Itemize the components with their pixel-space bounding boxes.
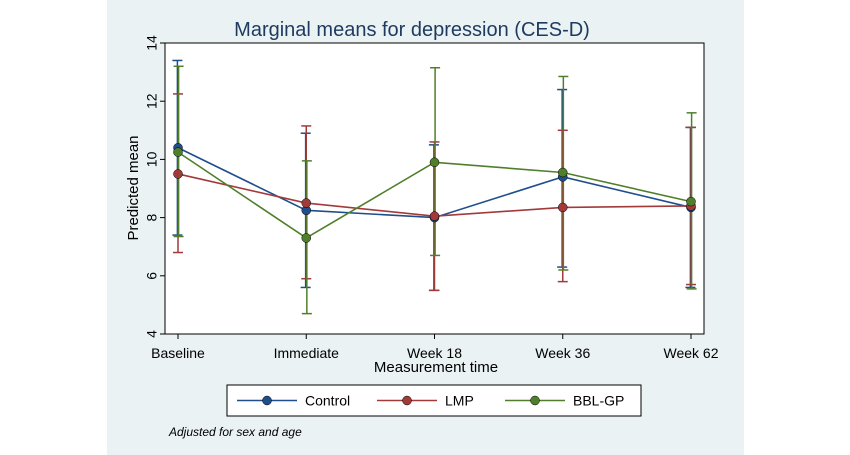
legend: Control LMP BBL-GP <box>226 384 642 417</box>
data-point <box>301 198 311 208</box>
chart-title: Marginal means for depression (CES-D) <box>234 19 590 41</box>
x-tick-label: Week 62 <box>664 345 719 361</box>
y-tick-label: 12 <box>143 93 159 109</box>
legend-marker <box>262 395 272 406</box>
legend-label: Control <box>305 393 350 409</box>
y-tick-label: 4 <box>143 330 159 338</box>
data-point <box>173 169 183 179</box>
y-tick-label: 6 <box>143 272 159 280</box>
chart-figure: Marginal means for depression (CES-D) 4 6… <box>107 0 744 455</box>
legend-label: LMP <box>445 393 474 409</box>
data-point <box>429 157 440 168</box>
y-axis-label: Predicted mean <box>125 135 142 240</box>
data-point <box>686 196 696 207</box>
legend-marker <box>402 395 412 406</box>
data-point <box>558 202 568 213</box>
x-tick-label: Immediate <box>274 345 340 361</box>
data-point <box>301 233 311 243</box>
x-tick-label: Baseline <box>151 345 205 361</box>
y-tick-label: 10 <box>143 151 159 167</box>
data-point <box>558 167 568 178</box>
data-point <box>173 147 183 157</box>
legend-label: BBL-GP <box>573 393 624 409</box>
chart-canvas: Marginal means for depression (CES-D) 4 6… <box>125 19 719 439</box>
data-point <box>429 211 440 221</box>
y-tick-label: 8 <box>143 213 159 221</box>
x-tick-label: Week 18 <box>407 345 462 361</box>
plot-area: 4 6 8 10 12 14 Baseline Immediate Week 18 Week 36… <box>143 35 718 361</box>
legend-marker <box>530 395 540 406</box>
y-tick-label: 14 <box>143 35 159 51</box>
x-tick-label: Week 36 <box>535 345 590 361</box>
x-axis-label: Measurement time <box>374 359 498 376</box>
chart-note: Adjusted for sex and age <box>168 425 302 439</box>
